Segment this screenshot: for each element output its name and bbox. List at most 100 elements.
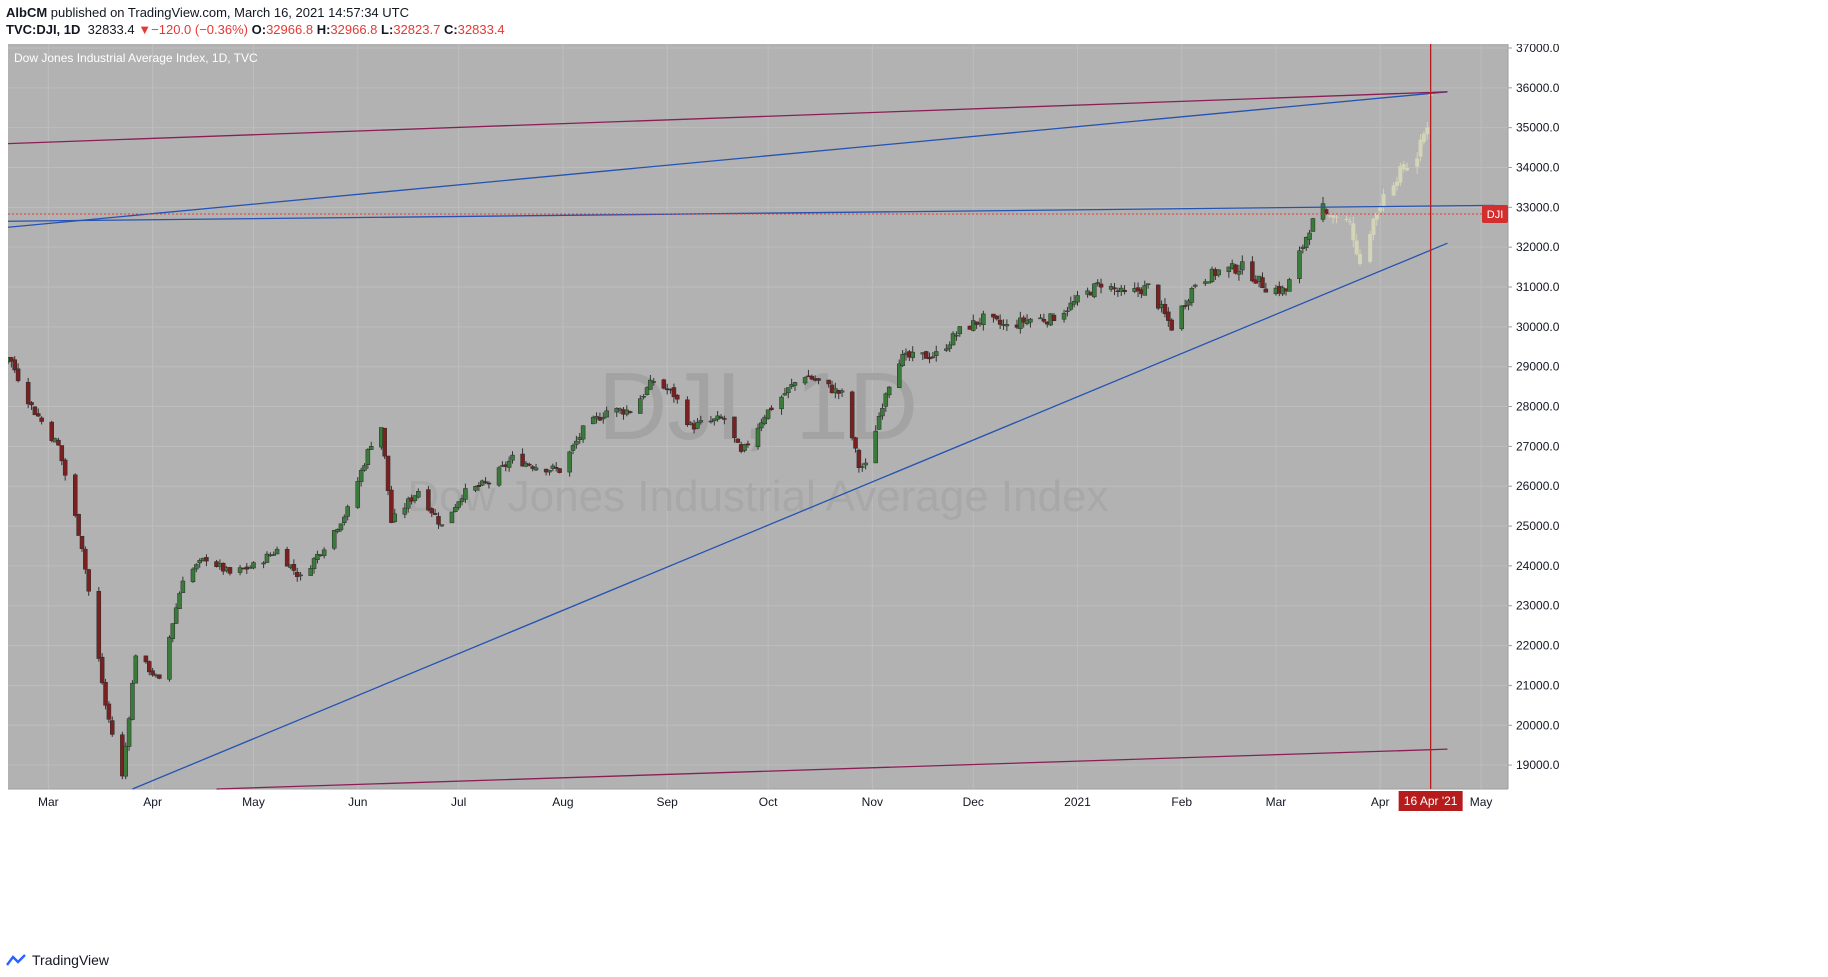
trendlines: [8, 91, 1495, 790]
candle: [934, 345, 939, 362]
candle-body: [1004, 324, 1010, 327]
candle: [173, 603, 179, 624]
candle-body: [463, 488, 468, 500]
candle-body: [220, 562, 226, 572]
candle: [456, 501, 461, 511]
candle: [923, 350, 929, 359]
candle: [1112, 282, 1117, 296]
candle-body: [1169, 319, 1174, 331]
candle: [338, 523, 344, 533]
candle: [991, 313, 996, 323]
candle-body: [651, 381, 656, 383]
candle: [786, 387, 791, 399]
candle-body: [1061, 312, 1067, 320]
candle: [459, 494, 465, 506]
candle-body: [1145, 283, 1151, 285]
candle: [261, 561, 266, 569]
candle: [590, 415, 596, 425]
candle: [62, 458, 68, 481]
candle-body: [547, 469, 552, 473]
candle-body: [402, 507, 408, 515]
candle-body: [994, 315, 1000, 320]
candle: [802, 376, 808, 386]
candle-body: [405, 498, 411, 509]
candle-body: [604, 410, 609, 418]
y-tick-label: 32000.0: [1516, 240, 1560, 254]
candle-body: [147, 661, 152, 673]
candle: [944, 344, 949, 352]
high-value: 32966.8: [330, 22, 378, 37]
candle: [368, 441, 374, 450]
candle-body: [644, 387, 650, 395]
candle-body: [1122, 289, 1127, 293]
x-tick-label: 2021: [1064, 795, 1091, 809]
candle: [9, 356, 14, 368]
candle-body: [1098, 283, 1104, 288]
candle: [927, 352, 932, 364]
candle-body: [1250, 261, 1255, 282]
x-tick-label: Mar: [1266, 795, 1287, 809]
candle-body: [802, 377, 808, 384]
candle-body: [1142, 285, 1148, 296]
candle-body: [133, 655, 139, 684]
candle-body: [638, 398, 643, 414]
candle: [453, 503, 458, 513]
x-tick-label: Dec: [963, 795, 984, 809]
candle-body: [190, 568, 196, 583]
candle: [32, 406, 38, 416]
candle: [853, 436, 858, 453]
y-tick-label: 23000.0: [1516, 599, 1560, 613]
candle-body: [527, 463, 532, 466]
candle: [1260, 272, 1265, 289]
candle: [510, 451, 515, 464]
candle: [1226, 266, 1232, 278]
candle-body: [1095, 282, 1100, 284]
footer-brand[interactable]: TradingView: [32, 952, 110, 968]
candle-body: [1297, 250, 1302, 279]
candle: [1398, 162, 1403, 187]
x-tick-label: Jul: [451, 795, 466, 809]
candle: [1142, 280, 1148, 296]
candle: [486, 481, 492, 489]
candle-body: [126, 718, 132, 747]
candle-body: [1415, 158, 1420, 167]
candle-body: [483, 481, 488, 483]
candle: [570, 443, 576, 455]
candle: [1358, 249, 1363, 266]
candle: [1378, 203, 1383, 213]
candle-body: [167, 636, 172, 680]
candle-body: [237, 567, 243, 573]
candle: [237, 564, 243, 576]
candle: [506, 456, 512, 472]
candle: [641, 394, 646, 400]
candle: [382, 427, 387, 460]
candle: [765, 409, 771, 420]
candle: [644, 386, 650, 396]
candle: [547, 469, 552, 476]
candle: [1182, 299, 1188, 310]
candle: [298, 571, 303, 581]
footer: TradingView: [6, 950, 109, 970]
candlestick-chart[interactable]: 19000.0 20000.0 21000.0 22000.0 23000.0 24000…: [8, 44, 1822, 940]
author-name[interactable]: AlbCM: [6, 5, 48, 20]
candle-body: [449, 511, 455, 524]
candle: [880, 403, 885, 420]
candle-body: [856, 449, 862, 468]
candle-body: [873, 430, 878, 464]
candle-body: [786, 387, 791, 394]
candle-body: [368, 446, 374, 450]
candle-body: [308, 568, 313, 576]
chart-header: AlbCM published on TradingView.com, Marc…: [0, 0, 1828, 44]
candle-body: [1216, 269, 1222, 276]
chart-area[interactable]: 19000.0 20000.0 21000.0 22000.0 23000.0 24000…: [8, 44, 1822, 940]
candle-body: [950, 333, 956, 346]
time-scale: [8, 789, 1822, 940]
candle: [1236, 264, 1242, 281]
candle: [695, 418, 700, 430]
candle-body: [59, 445, 65, 462]
candle-body: [1192, 284, 1198, 287]
candle: [177, 591, 182, 609]
candle: [342, 514, 347, 526]
candle: [385, 455, 391, 496]
candle-body: [1327, 215, 1332, 217]
